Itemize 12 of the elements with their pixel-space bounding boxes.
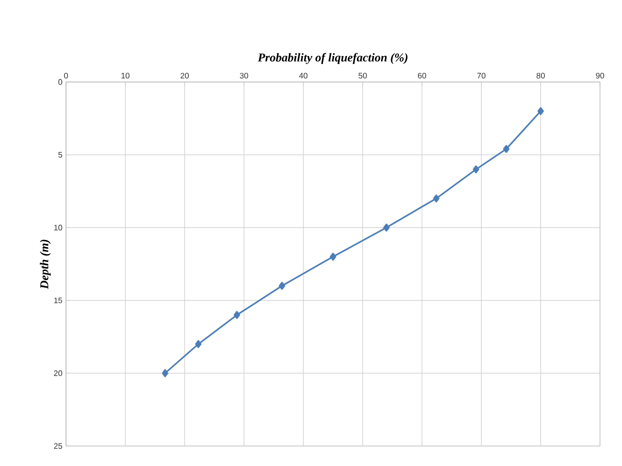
point bbox=[234, 310, 240, 319]
point bbox=[162, 369, 168, 378]
y-axis-title: Depth (m) bbox=[40, 240, 51, 290]
point bbox=[195, 340, 202, 348]
point bbox=[537, 107, 544, 116]
point bbox=[278, 282, 286, 290]
point bbox=[383, 224, 390, 232]
point bbox=[472, 165, 480, 174]
point bbox=[433, 194, 440, 202]
point bbox=[330, 252, 336, 261]
x-axis-title: Probability of liquefaction (%) bbox=[258, 53, 408, 64]
point bbox=[503, 144, 510, 153]
